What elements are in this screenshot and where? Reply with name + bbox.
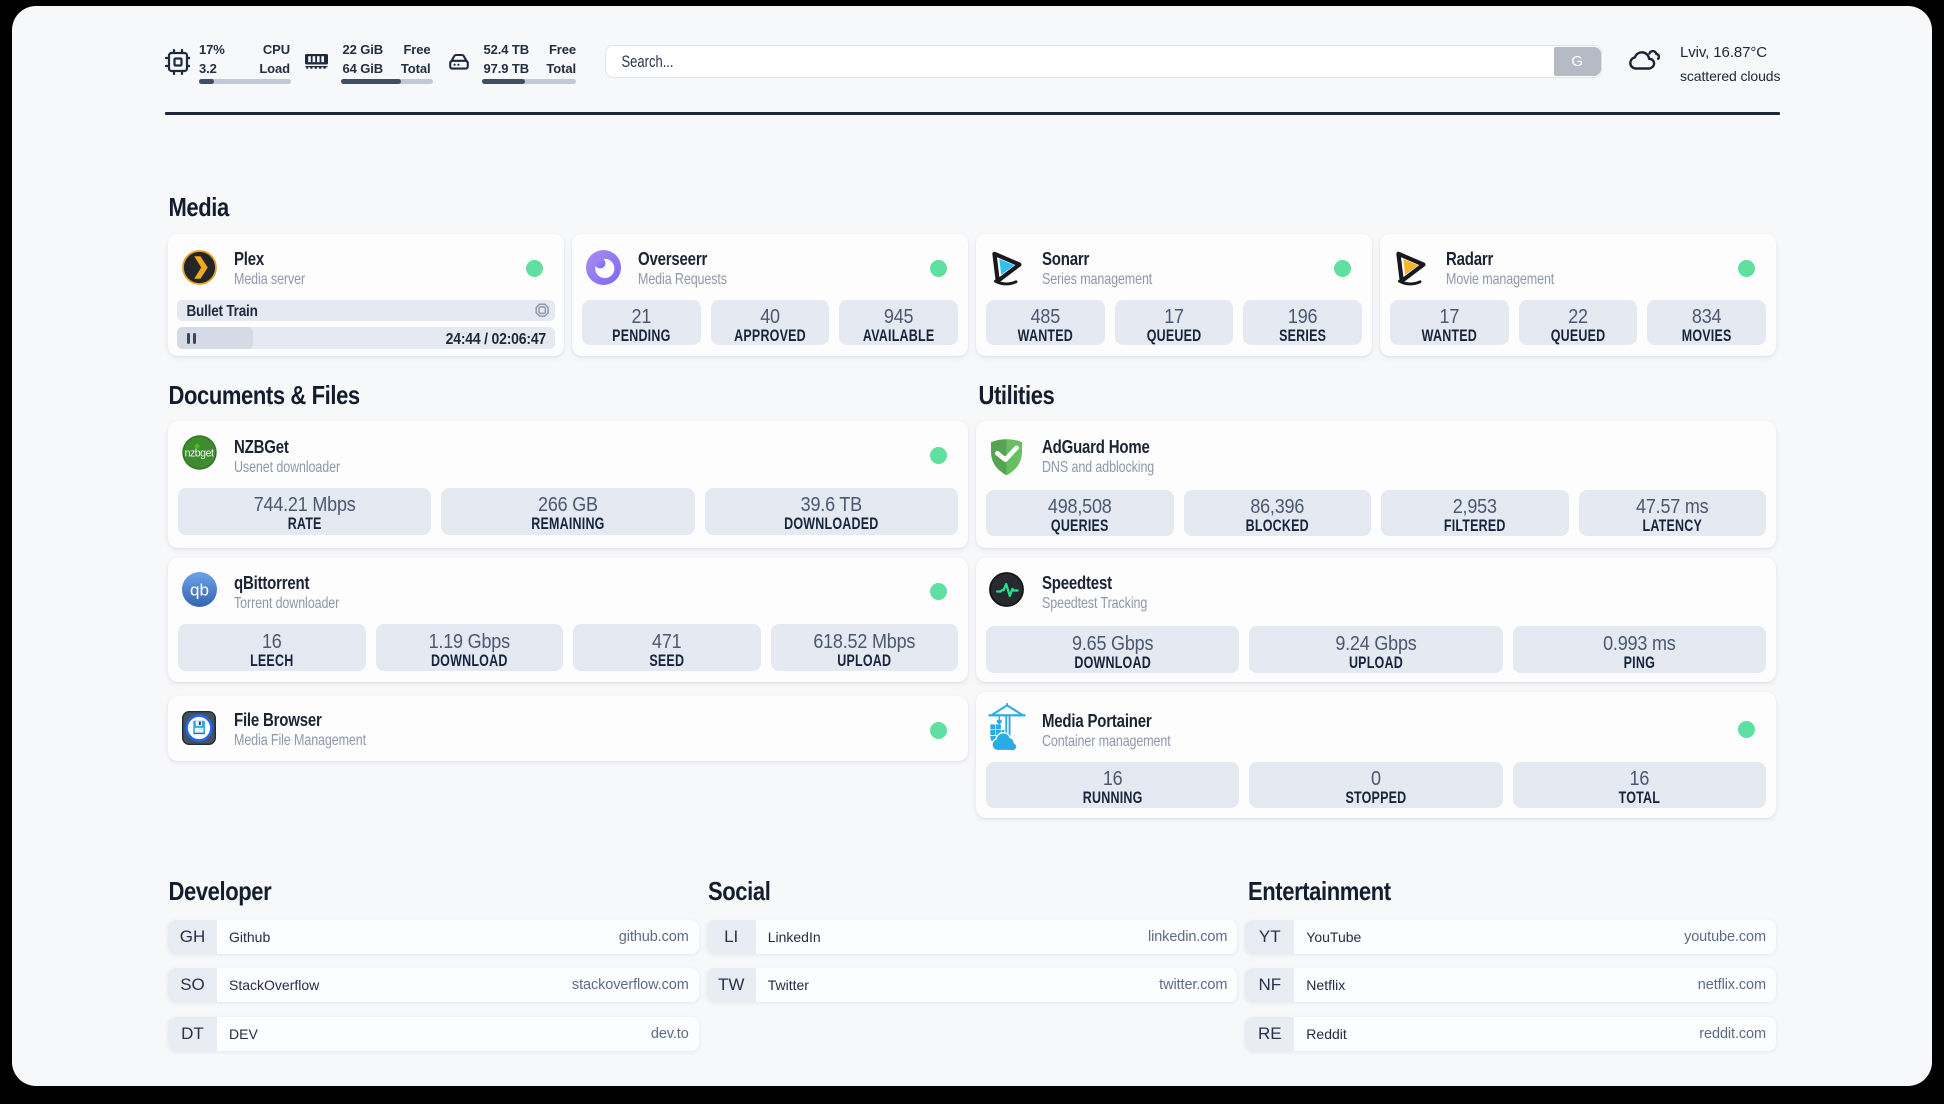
- svg-text:qb: qb: [190, 580, 209, 599]
- svg-text:nzbget: nzbget: [184, 448, 213, 460]
